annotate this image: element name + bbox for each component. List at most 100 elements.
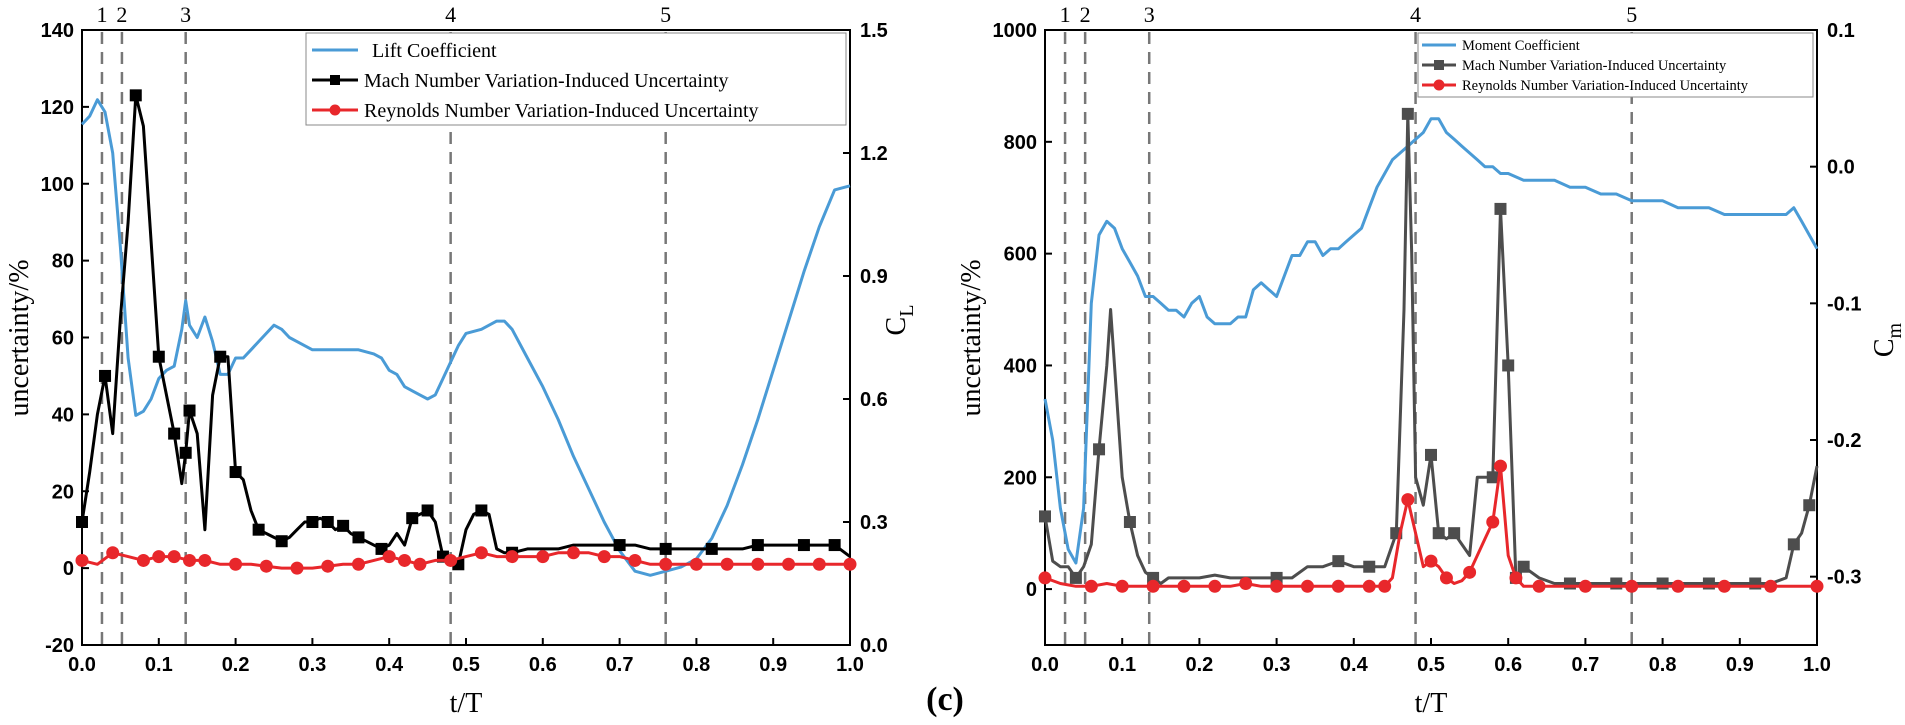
legend-label-moment: Moment Coefficient bbox=[1462, 38, 1580, 54]
data-point-mach-number-variation-induced-uncertainty bbox=[1432, 527, 1445, 540]
plot-frame-right bbox=[1044, 29, 1818, 646]
y-tick-label: 40 bbox=[52, 404, 74, 426]
data-point-mach-number-variation-induced-uncertainty bbox=[1093, 443, 1106, 456]
y-tick-label: -20 bbox=[45, 635, 74, 657]
data-point-mach-number-variation-induced-uncertainty bbox=[1486, 471, 1499, 484]
y-tick-label: 1000 bbox=[993, 20, 1038, 42]
y2-tick-label: 0.0 bbox=[860, 635, 888, 657]
y-tick-label: 800 bbox=[1004, 132, 1037, 154]
series-line-reynolds-number-variation-induced-uncertainty bbox=[81, 551, 850, 570]
data-point-reynolds-number-variation-induced-uncertainty bbox=[321, 559, 335, 573]
data-point-reynolds-number-variation-induced-uncertainty bbox=[1717, 579, 1731, 593]
x-tick-label: 0.3 bbox=[1263, 654, 1291, 676]
data-point-mach-number-variation-induced-uncertainty bbox=[375, 542, 388, 555]
data-point-mach-number-variation-induced-uncertainty bbox=[129, 89, 142, 102]
data-point-reynolds-number-variation-induced-uncertainty bbox=[1331, 579, 1345, 593]
data-point-mach-number-variation-induced-uncertainty bbox=[152, 350, 165, 363]
data-point-mach-number-variation-induced-uncertainty bbox=[306, 516, 319, 528]
y2-axis-label-left: CL bbox=[881, 305, 918, 336]
data-point-mach-number-variation-induced-uncertainty bbox=[1517, 560, 1530, 573]
data-point-reynolds-number-variation-induced-uncertainty bbox=[351, 557, 365, 571]
y-tick-label: 0 bbox=[1026, 579, 1037, 601]
data-point-mach-number-variation-induced-uncertainty bbox=[214, 350, 227, 363]
data-point-reynolds-number-variation-induced-uncertainty bbox=[259, 559, 273, 573]
event-label-1: 1 bbox=[1060, 2, 1071, 27]
x-tick-label: 0.3 bbox=[298, 654, 326, 676]
x-tick-label: 0.2 bbox=[222, 654, 250, 676]
data-point-reynolds-number-variation-induced-uncertainty bbox=[1493, 459, 1507, 473]
event-label-3: 3 bbox=[1144, 2, 1155, 27]
data-point-reynolds-number-variation-induced-uncertainty bbox=[567, 546, 581, 560]
y-tick-label: 200 bbox=[1004, 467, 1037, 489]
data-point-mach-number-variation-induced-uncertainty bbox=[1069, 571, 1082, 584]
data-point-reynolds-number-variation-induced-uncertainty bbox=[843, 557, 857, 571]
x-tick-label: 0.8 bbox=[1649, 654, 1677, 676]
data-point-reynolds-number-variation-induced-uncertainty bbox=[1084, 579, 1098, 593]
data-point-mach-number-variation-induced-uncertainty bbox=[321, 516, 334, 528]
y-tick-label: 400 bbox=[1004, 355, 1037, 377]
data-point-reynolds-number-variation-induced-uncertainty bbox=[1115, 579, 1129, 593]
x-tick-label: 1.0 bbox=[836, 654, 864, 676]
data-point-reynolds-number-variation-induced-uncertainty bbox=[167, 550, 181, 564]
data-point-reynolds-number-variation-induced-uncertainty bbox=[1625, 579, 1639, 593]
y2-axis-label-sub: m bbox=[1884, 322, 1905, 338]
data-point-reynolds-number-variation-induced-uncertainty bbox=[1177, 579, 1191, 593]
data-point-mach-number-variation-induced-uncertainty bbox=[99, 369, 112, 382]
data-point-mach-number-variation-induced-uncertainty bbox=[1401, 107, 1414, 120]
y-axis-label-right: uncertainty/% bbox=[956, 259, 987, 416]
data-point-reynolds-number-variation-induced-uncertainty bbox=[413, 557, 427, 571]
data-point-reynolds-number-variation-induced-uncertainty bbox=[106, 546, 120, 560]
data-point-mach-number-variation-induced-uncertainty bbox=[751, 539, 764, 552]
data-point-reynolds-number-variation-induced-uncertainty bbox=[782, 557, 796, 571]
data-point-reynolds-number-variation-induced-uncertainty bbox=[1439, 571, 1453, 585]
event-label-5: 5 bbox=[1626, 2, 1637, 27]
data-point-reynolds-number-variation-induced-uncertainty bbox=[136, 553, 150, 567]
data-point-reynolds-number-variation-induced-uncertainty bbox=[183, 553, 197, 567]
legend-label-lift: Lift Coefficient bbox=[372, 40, 497, 62]
y2-tick-label: 0.6 bbox=[860, 389, 888, 411]
data-point-mach-number-variation-induced-uncertainty bbox=[659, 542, 672, 555]
data-point-reynolds-number-variation-induced-uncertainty bbox=[1764, 579, 1778, 593]
data-point-mach-number-variation-induced-uncertainty bbox=[183, 404, 196, 417]
data-point-reynolds-number-variation-induced-uncertainty bbox=[1424, 554, 1438, 568]
data-point-reynolds-number-variation-induced-uncertainty bbox=[382, 550, 396, 564]
data-point-mach-number-variation-induced-uncertainty bbox=[406, 512, 419, 525]
legend-marker-mach bbox=[330, 75, 340, 85]
y2-tick-label: -0.1 bbox=[1827, 293, 1861, 315]
data-point-mach-number-variation-induced-uncertainty bbox=[1448, 527, 1461, 540]
event-label-5: 5 bbox=[660, 2, 671, 27]
data-point-reynolds-number-variation-induced-uncertainty bbox=[1038, 571, 1052, 585]
data-point-mach-number-variation-induced-uncertainty bbox=[1803, 499, 1816, 512]
y2-axis-label-right: Cm bbox=[1869, 322, 1905, 357]
y2-tick-label: 0.9 bbox=[860, 266, 888, 288]
data-point-mach-number-variation-induced-uncertainty bbox=[179, 446, 192, 459]
legend-left: Lift Coefficient Mach Number Variation-I… bbox=[305, 32, 847, 126]
x-tick-label: 0.4 bbox=[1340, 654, 1369, 676]
x-tick-label: 1.0 bbox=[1803, 654, 1831, 676]
legend-label-mach: Mach Number Variation-Induced Uncertaint… bbox=[364, 70, 729, 92]
data-point-mach-number-variation-induced-uncertainty bbox=[1123, 516, 1136, 528]
data-point-mach-number-variation-induced-uncertainty bbox=[1425, 448, 1437, 461]
data-point-reynolds-number-variation-induced-uncertainty bbox=[1300, 579, 1314, 593]
data-point-mach-number-variation-induced-uncertainty bbox=[337, 519, 350, 532]
data-point-mach-number-variation-induced-uncertainty bbox=[275, 535, 288, 548]
legend-marker-reynolds bbox=[329, 104, 341, 116]
series-line-mach-number-variation-induced-uncertainty bbox=[80, 93, 851, 566]
y-tick-label: 140 bbox=[41, 20, 74, 42]
legend-label-reynolds: Reynolds Number Variation-Induced Uncert… bbox=[364, 100, 759, 122]
y-tick-label: 600 bbox=[1004, 244, 1037, 266]
axis-ticks-right: 0.0 0.1 0.2 0.3 0.4 0.5 0.6 0.7 0.8 0.9 1.0 0 200 400… bbox=[993, 20, 1862, 676]
x-tick-label: 0.6 bbox=[1494, 654, 1522, 676]
data-point-mach-number-variation-induced-uncertainty bbox=[76, 516, 88, 528]
data-point-reynolds-number-variation-induced-uncertainty bbox=[1671, 579, 1685, 593]
y2-tick-label: 0.3 bbox=[860, 512, 888, 534]
y2-tick-label: 0.0 bbox=[1827, 157, 1855, 179]
y-tick-label: 80 bbox=[52, 251, 74, 273]
event-label-3: 3 bbox=[180, 2, 191, 27]
y2-tick-label: 1.5 bbox=[860, 20, 888, 42]
x-tick-label: 0.7 bbox=[1571, 654, 1599, 676]
data-point-reynolds-number-variation-induced-uncertainty bbox=[1486, 515, 1500, 529]
data-point-reynolds-number-variation-induced-uncertainty bbox=[1401, 493, 1415, 507]
event-label-1: 1 bbox=[96, 2, 107, 27]
